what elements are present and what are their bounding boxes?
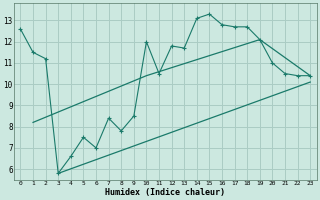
X-axis label: Humidex (Indice chaleur): Humidex (Indice chaleur) — [105, 188, 225, 197]
